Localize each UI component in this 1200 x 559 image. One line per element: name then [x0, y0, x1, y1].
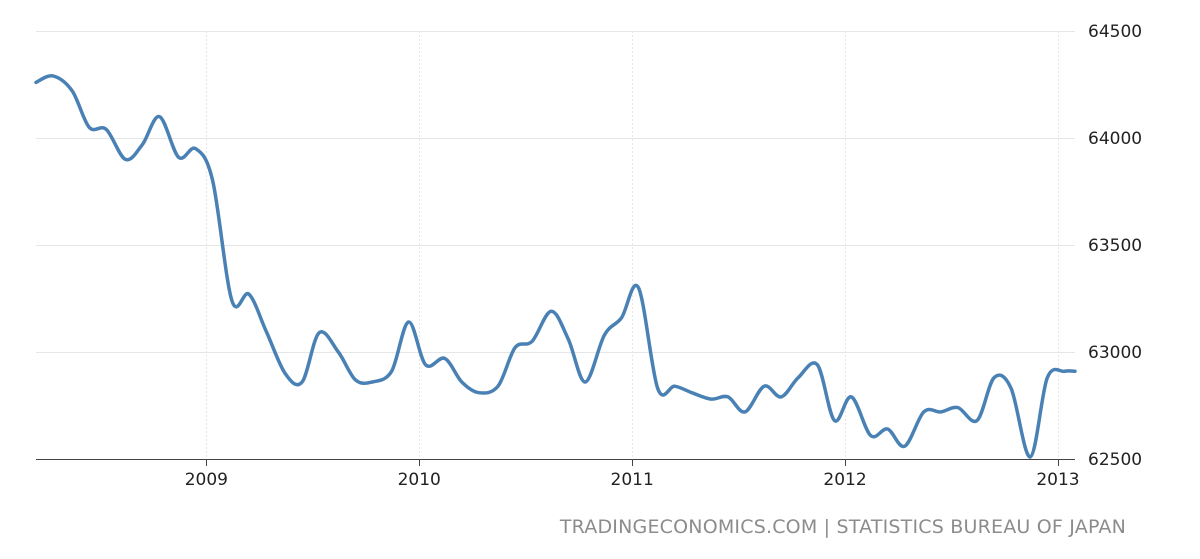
data-point	[637, 286, 641, 290]
data-point	[1028, 455, 1032, 459]
x-tick-label: 2011	[611, 470, 654, 490]
data-point	[87, 125, 91, 129]
x-tick-label: 2009	[185, 470, 228, 490]
data-point	[177, 155, 181, 159]
data-point	[247, 292, 251, 296]
series-line	[34, 73, 1077, 459]
data-point	[620, 316, 624, 320]
data-point	[123, 157, 127, 161]
y-tick-label: 64000	[1088, 129, 1142, 149]
data-point	[211, 179, 215, 183]
data-point	[779, 395, 783, 399]
y-tick-label: 63000	[1088, 343, 1142, 363]
data-point	[939, 410, 943, 414]
data-point	[141, 142, 145, 146]
data-point	[51, 74, 55, 78]
data-point	[1009, 386, 1013, 390]
data-point	[34, 80, 38, 84]
data-point	[496, 384, 500, 388]
data-point	[709, 397, 713, 401]
data-point	[477, 391, 481, 395]
data-point	[104, 127, 108, 131]
data-point	[283, 371, 287, 375]
data-point	[975, 419, 979, 423]
data-point	[992, 376, 996, 380]
data-point	[673, 384, 677, 388]
data-point	[886, 427, 890, 431]
data-point	[158, 115, 162, 119]
x-tick-label: 2013	[1036, 470, 1079, 490]
data-point	[603, 333, 607, 337]
data-point	[815, 363, 819, 367]
data-point	[903, 444, 907, 448]
data-point	[230, 299, 234, 303]
data-point	[549, 309, 553, 313]
data-point	[70, 89, 74, 93]
data-point	[869, 434, 873, 438]
data-point	[264, 329, 268, 333]
data-point	[513, 346, 517, 350]
data-point	[743, 410, 747, 414]
y-tick-label: 62500	[1088, 450, 1142, 470]
data-point	[849, 395, 853, 399]
data-point	[353, 378, 357, 382]
data-point	[443, 356, 447, 360]
data-point	[690, 391, 694, 395]
data-point	[956, 406, 960, 410]
data-point	[1062, 369, 1066, 373]
data-point	[530, 339, 534, 343]
data-point	[300, 380, 304, 384]
data-point	[583, 380, 587, 384]
data-point	[796, 376, 800, 380]
data-point	[390, 369, 394, 373]
data-point	[566, 337, 570, 341]
data-point	[1073, 369, 1077, 373]
data-point	[407, 320, 411, 324]
y-tick-label: 64500	[1088, 22, 1142, 42]
data-point	[317, 331, 321, 335]
data-point	[194, 147, 198, 151]
data-point	[762, 384, 766, 388]
data-point	[832, 419, 836, 423]
x-tick-label: 2010	[398, 470, 441, 490]
x-tick-label: 2012	[823, 470, 866, 490]
data-point	[1045, 376, 1049, 380]
data-point	[726, 395, 730, 399]
data-point	[424, 363, 428, 367]
source-credit: TRADINGECONOMICS.COM | STATISTICS BUREAU…	[559, 516, 1126, 538]
y-tick-label: 63500	[1088, 236, 1142, 256]
data-point	[922, 410, 926, 414]
data-point	[336, 350, 340, 354]
data-point	[656, 386, 660, 390]
data-point	[460, 380, 464, 384]
data-point	[370, 380, 374, 384]
